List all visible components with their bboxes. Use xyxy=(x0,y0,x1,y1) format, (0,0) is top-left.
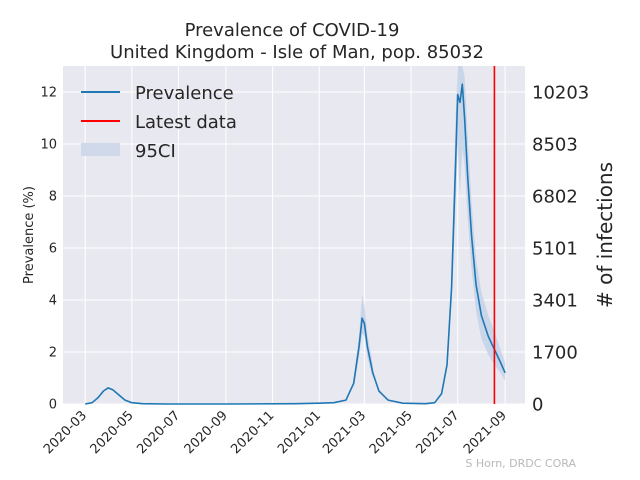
x-tick-label: 2020-11 xyxy=(228,408,277,457)
y-axis-left: 0 2 4 6 8 10 12 xyxy=(40,86,57,413)
y-tick-label: 4 xyxy=(49,294,57,309)
y-axis-label: Prevalence (%) xyxy=(22,186,37,284)
x-tick-label: 2021-03 xyxy=(320,408,369,457)
ci-band-area xyxy=(451,66,506,381)
y-tick-label: 12 xyxy=(40,86,57,101)
y-tick-label-right: 5101 xyxy=(532,239,578,260)
legend-ci-label: 95CI xyxy=(135,141,176,162)
x-tick-label: 2020-05 xyxy=(88,408,137,457)
y-tick-label: 0 xyxy=(49,398,57,413)
legend-latest-label: Latest data xyxy=(135,112,237,133)
y-tick-label-right: 1700 xyxy=(532,343,578,364)
legend-prevalence-label: Prevalence xyxy=(135,83,234,104)
x-axis: 2020-032020-052020-072020-092020-112021-… xyxy=(41,408,510,457)
y-tick-label: 8 xyxy=(49,190,57,205)
chart-subtitle: United Kingdom - Isle of Man, pop. 85032 xyxy=(110,42,484,63)
ci-band-area xyxy=(353,294,373,389)
legend: Prevalence Latest data 95CI xyxy=(81,83,237,162)
y-tick-label: 2 xyxy=(49,346,57,361)
y-tick-label-right: 3401 xyxy=(532,291,578,312)
credit-text: S Horn, DRDC CORA xyxy=(465,457,576,470)
prevalence-line xyxy=(85,83,506,405)
ci-band xyxy=(353,66,506,389)
x-tick-label: 2020-09 xyxy=(182,408,231,457)
x-tick-label: 2020-07 xyxy=(134,408,183,457)
y-tick-label-right: 10203 xyxy=(532,83,589,104)
y-tick-label-right: 8503 xyxy=(532,135,578,156)
grid xyxy=(63,66,525,405)
y-tick-label: 10 xyxy=(40,138,57,153)
legend-ci-swatch xyxy=(81,143,120,156)
x-tick-label: 2021-09 xyxy=(461,408,510,457)
x-tick-label: 2020-03 xyxy=(41,408,90,457)
y-axis-right: 0 1700 3401 5101 6802 8503 10203 xyxy=(532,83,589,416)
x-tick-label: 2021-07 xyxy=(413,408,462,457)
x-tick-label: 2021-01 xyxy=(275,408,324,457)
prevalence-series xyxy=(85,83,506,405)
y-axis-label-right: # of infections xyxy=(593,162,617,308)
y-tick-label-right: 0 xyxy=(532,395,543,416)
x-tick-label: 2021-05 xyxy=(367,408,416,457)
y-tick-label-right: 6802 xyxy=(532,187,578,208)
chart-title: Prevalence of COVID-19 xyxy=(185,20,400,41)
y-tick-label: 6 xyxy=(49,242,57,257)
